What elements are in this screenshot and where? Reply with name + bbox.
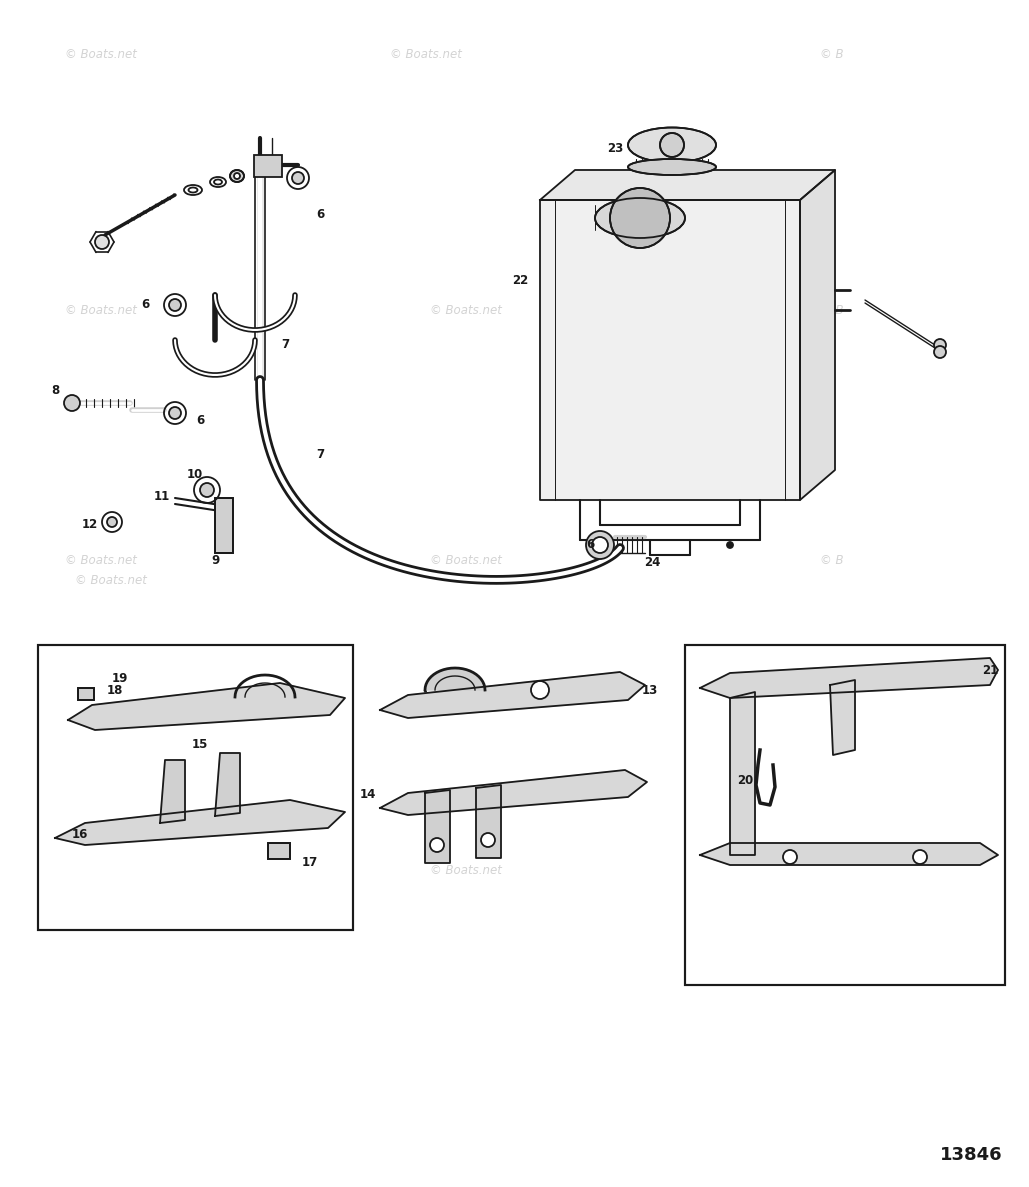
Circle shape bbox=[95, 235, 109, 249]
Text: © B: © B bbox=[820, 304, 844, 317]
Text: 6: 6 bbox=[586, 539, 594, 552]
Text: 18: 18 bbox=[107, 684, 123, 697]
Circle shape bbox=[934, 345, 946, 358]
Circle shape bbox=[169, 407, 181, 419]
Text: © Boats.net: © Boats.net bbox=[390, 49, 462, 62]
Polygon shape bbox=[800, 170, 835, 500]
Bar bbox=[254, 155, 282, 177]
Polygon shape bbox=[425, 791, 450, 863]
Polygon shape bbox=[540, 170, 835, 199]
Text: © Boats.net: © Boats.net bbox=[430, 304, 502, 317]
Circle shape bbox=[728, 542, 733, 548]
Bar bbox=[685, 645, 1005, 985]
Polygon shape bbox=[730, 692, 755, 855]
Text: 11: 11 bbox=[154, 490, 170, 503]
Circle shape bbox=[200, 483, 214, 497]
Circle shape bbox=[64, 395, 80, 411]
Circle shape bbox=[430, 838, 443, 852]
Text: © Boats.net: © Boats.net bbox=[75, 573, 147, 586]
Polygon shape bbox=[700, 843, 998, 865]
Polygon shape bbox=[380, 672, 645, 718]
Text: 8: 8 bbox=[50, 383, 59, 396]
Polygon shape bbox=[55, 800, 345, 845]
Polygon shape bbox=[68, 683, 345, 730]
Text: 6: 6 bbox=[141, 298, 149, 311]
Text: © B: © B bbox=[820, 49, 844, 62]
Bar bbox=[78, 688, 94, 700]
Polygon shape bbox=[380, 770, 647, 815]
Circle shape bbox=[592, 537, 608, 553]
Text: 24: 24 bbox=[644, 556, 661, 569]
Circle shape bbox=[586, 531, 614, 559]
Polygon shape bbox=[425, 668, 485, 690]
Circle shape bbox=[783, 850, 797, 864]
Ellipse shape bbox=[234, 173, 240, 179]
Text: 13846: 13846 bbox=[941, 1145, 1002, 1164]
Bar bbox=[268, 843, 290, 859]
Text: 14: 14 bbox=[360, 788, 377, 801]
Text: 7: 7 bbox=[316, 449, 324, 462]
Text: © Boats.net: © Boats.net bbox=[65, 304, 137, 317]
Bar bbox=[38, 645, 353, 929]
Polygon shape bbox=[830, 680, 855, 755]
Text: 16: 16 bbox=[72, 829, 88, 842]
Text: 22: 22 bbox=[511, 273, 528, 286]
Bar bbox=[685, 645, 1005, 985]
Polygon shape bbox=[540, 199, 800, 500]
Text: 7: 7 bbox=[281, 338, 289, 351]
Text: © Boats.net: © Boats.net bbox=[65, 49, 137, 62]
Circle shape bbox=[607, 542, 613, 548]
Ellipse shape bbox=[628, 159, 716, 174]
Circle shape bbox=[934, 339, 946, 351]
Text: © Boats.net: © Boats.net bbox=[430, 863, 502, 876]
Bar bbox=[38, 645, 353, 929]
Circle shape bbox=[660, 133, 684, 157]
Circle shape bbox=[107, 518, 117, 527]
Polygon shape bbox=[215, 753, 240, 815]
Bar bbox=[268, 843, 290, 859]
Text: 15: 15 bbox=[191, 738, 208, 751]
Text: 23: 23 bbox=[607, 141, 624, 154]
Bar bbox=[78, 688, 94, 700]
Circle shape bbox=[913, 850, 927, 864]
Text: 12: 12 bbox=[82, 518, 98, 531]
Ellipse shape bbox=[628, 127, 716, 163]
Text: 21: 21 bbox=[982, 664, 998, 677]
Polygon shape bbox=[159, 760, 185, 823]
Circle shape bbox=[610, 188, 670, 248]
Circle shape bbox=[292, 172, 304, 184]
Text: 6: 6 bbox=[196, 413, 204, 426]
Text: 13: 13 bbox=[642, 684, 659, 697]
Polygon shape bbox=[700, 658, 998, 698]
Text: 10: 10 bbox=[187, 468, 203, 481]
Text: 9: 9 bbox=[211, 553, 219, 566]
Bar bbox=[215, 499, 233, 553]
Polygon shape bbox=[476, 785, 501, 858]
Text: 6: 6 bbox=[316, 209, 324, 222]
Text: © B: © B bbox=[820, 553, 844, 566]
Text: © Boats.net: © Boats.net bbox=[430, 553, 502, 566]
Ellipse shape bbox=[230, 170, 244, 182]
Text: © Boats.net: © Boats.net bbox=[65, 553, 137, 566]
Ellipse shape bbox=[595, 198, 685, 239]
Circle shape bbox=[481, 833, 495, 848]
Text: 17: 17 bbox=[301, 856, 318, 869]
Circle shape bbox=[169, 299, 181, 311]
Circle shape bbox=[531, 681, 549, 699]
Bar bbox=[215, 499, 233, 553]
Text: 19: 19 bbox=[112, 673, 129, 686]
Text: 20: 20 bbox=[737, 774, 753, 787]
